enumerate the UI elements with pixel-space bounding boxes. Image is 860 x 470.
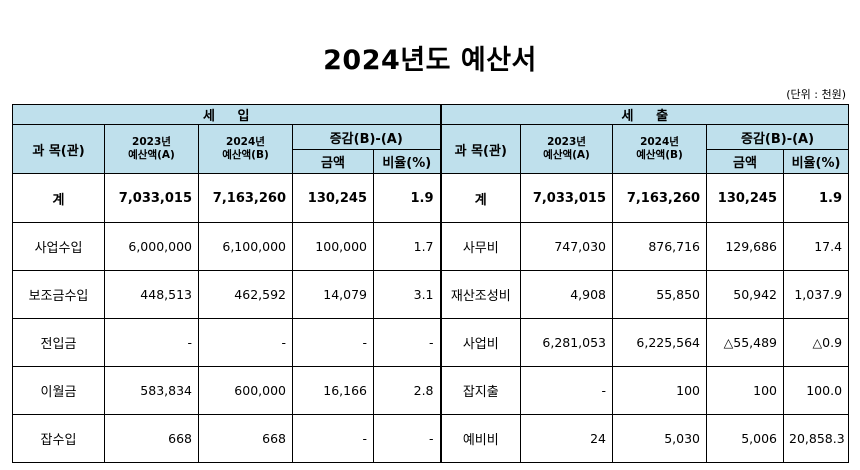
expense-amount-header: 금액 bbox=[706, 149, 785, 174]
expense-amount: 50,942 bbox=[706, 270, 785, 319]
expense-2023: 6,281,053 bbox=[520, 318, 614, 367]
expense-ratio: 1.9 bbox=[783, 173, 850, 223]
revenue-subject: 사업수입 bbox=[12, 222, 105, 271]
table-row: 잡수입 668 668 - - 예비비 24 5,030 5,006 20,85… bbox=[12, 414, 850, 463]
revenue-amount: - bbox=[292, 318, 374, 367]
expense-subject: 계 bbox=[439, 173, 522, 223]
unit-note: (단위 : 천원) bbox=[786, 88, 846, 101]
revenue-2024-year: 2024년 bbox=[226, 135, 265, 148]
table-row: 사업수입 6,000,000 6,100,000 100,000 1.7 사무비… bbox=[12, 222, 850, 271]
revenue-subject: 전입금 bbox=[12, 318, 105, 367]
revenue-amount-header: 금액 bbox=[292, 149, 374, 174]
revenue-2024: 668 bbox=[198, 414, 293, 463]
revenue-ratio: 2.8 bbox=[372, 366, 442, 415]
expense-2024: 876,716 bbox=[612, 222, 708, 271]
expense-amount: 100 bbox=[706, 366, 785, 415]
revenue-ratio-header: 비율(%) bbox=[372, 149, 442, 174]
revenue-subject-header: 과 목(관) bbox=[12, 124, 105, 174]
revenue-2023: 448,513 bbox=[104, 270, 199, 319]
expense-2023-label: 예산액(A) bbox=[543, 149, 590, 161]
expense-subject-header: 과 목(관) bbox=[439, 124, 522, 174]
expense-ratio: 20,858.3 bbox=[783, 414, 850, 463]
expense-2023: 4,908 bbox=[520, 270, 614, 319]
revenue-subject: 이월금 bbox=[12, 366, 105, 415]
expense-2023: 747,030 bbox=[520, 222, 614, 271]
revenue-subject: 보조금수입 bbox=[12, 270, 105, 319]
expense-2023: 24 bbox=[520, 414, 614, 463]
expense-subject: 사무비 bbox=[439, 222, 522, 271]
revenue-2023: 668 bbox=[104, 414, 199, 463]
revenue-subject: 잡수입 bbox=[12, 414, 105, 463]
expense-amount: 5,006 bbox=[706, 414, 785, 463]
expense-2024-label: 예산액(B) bbox=[636, 149, 683, 161]
expense-subject: 잡지출 bbox=[439, 366, 522, 415]
expense-header: 세 출 bbox=[439, 104, 850, 125]
expense-2024: 100 bbox=[612, 366, 708, 415]
revenue-2023: - bbox=[104, 318, 199, 367]
expense-2024: 6,225,564 bbox=[612, 318, 708, 367]
revenue-2023: 6,000,000 bbox=[104, 222, 199, 271]
revenue-2023-label: 예산액(A) bbox=[128, 149, 175, 161]
expense-2024: 7,163,260 bbox=[612, 173, 708, 223]
revenue-amount: 130,245 bbox=[292, 173, 374, 223]
revenue-2024-label: 예산액(B) bbox=[222, 149, 269, 161]
table-row: 이월금 583,834 600,000 16,166 2.8 잡지출 - 100… bbox=[12, 366, 850, 415]
revenue-2024: 6,100,000 bbox=[198, 222, 293, 271]
expense-change-header: 증감(B)-(A) bbox=[706, 124, 850, 150]
revenue-ratio: 1.7 bbox=[372, 222, 442, 271]
revenue-2023-header: 2023년 예산액(A) bbox=[104, 124, 199, 174]
revenue-amount: - bbox=[292, 414, 374, 463]
expense-amount: 129,686 bbox=[706, 222, 785, 271]
expense-2024-year: 2024년 bbox=[640, 135, 679, 148]
expense-2023-year: 2023년 bbox=[547, 135, 586, 148]
revenue-ratio: 1.9 bbox=[372, 173, 442, 223]
expense-2023-header: 2023년 예산액(A) bbox=[520, 124, 614, 174]
expense-subject: 사업비 bbox=[439, 318, 522, 367]
revenue-amount: 100,000 bbox=[292, 222, 374, 271]
expense-2024-header: 2024년 예산액(B) bbox=[612, 124, 708, 174]
revenue-2023-year: 2023년 bbox=[132, 135, 171, 148]
page-title: 2024년도 예산서 bbox=[323, 45, 537, 76]
revenue-ratio: - bbox=[372, 318, 442, 367]
revenue-2024: 462,592 bbox=[198, 270, 293, 319]
revenue-2024-header: 2024년 예산액(B) bbox=[198, 124, 293, 174]
expense-amount: 130,245 bbox=[706, 173, 785, 223]
revenue-ratio: 3.1 bbox=[372, 270, 442, 319]
revenue-change-header: 증감(B)-(A) bbox=[291, 124, 442, 150]
revenue-2023: 7,033,015 bbox=[104, 173, 199, 223]
expense-2023: - bbox=[520, 366, 614, 415]
table-row: 전입금 - - - - 사업비 6,281,053 6,225,564 △55,… bbox=[12, 318, 850, 367]
table-row-total: 계 7,033,015 7,163,260 130,245 1.9 계 7,03… bbox=[12, 173, 850, 223]
expense-ratio-header: 비율(%) bbox=[783, 149, 850, 174]
table-row: 보조금수입 448,513 462,592 14,079 3.1 재산조성비 4… bbox=[12, 270, 850, 319]
revenue-amount: 16,166 bbox=[292, 366, 374, 415]
expense-ratio: 1,037.9 bbox=[783, 270, 850, 319]
expense-amount: △55,489 bbox=[706, 318, 785, 367]
revenue-2024: 600,000 bbox=[198, 366, 293, 415]
revenue-2024: - bbox=[198, 318, 293, 367]
expense-2024: 55,850 bbox=[612, 270, 708, 319]
expense-2023: 7,033,015 bbox=[520, 173, 614, 223]
budget-table: 세 입 세 출 과 목(관) 2023년 예산액(A) 2024년 예산액(B)… bbox=[11, 104, 850, 463]
expense-ratio: 17.4 bbox=[783, 222, 850, 271]
expense-ratio: 100.0 bbox=[783, 366, 850, 415]
revenue-header: 세 입 bbox=[11, 104, 442, 125]
expense-ratio: △0.9 bbox=[783, 318, 850, 367]
revenue-ratio: - bbox=[372, 414, 442, 463]
revenue-2024: 7,163,260 bbox=[198, 173, 293, 223]
revenue-subject: 계 bbox=[12, 173, 105, 223]
revenue-amount: 14,079 bbox=[292, 270, 374, 319]
expense-subject: 예비비 bbox=[439, 414, 522, 463]
expense-2024: 5,030 bbox=[612, 414, 708, 463]
revenue-2023: 583,834 bbox=[104, 366, 199, 415]
expense-subject: 재산조성비 bbox=[439, 270, 522, 319]
